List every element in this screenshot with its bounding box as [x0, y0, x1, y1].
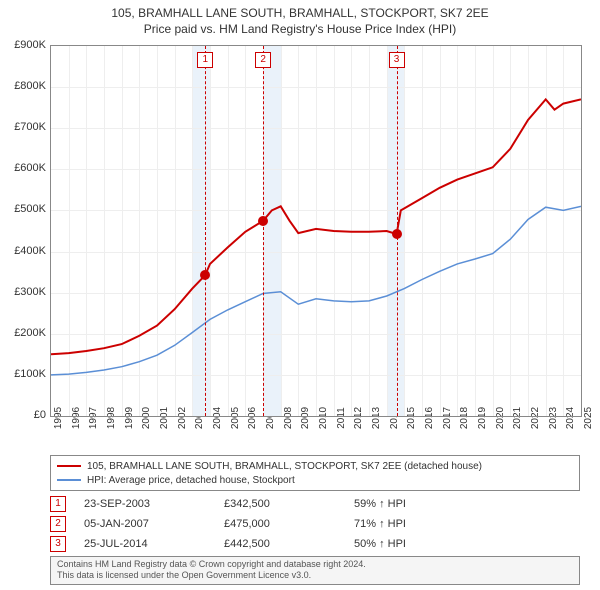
sale-marker-line [263, 46, 264, 416]
sale-row-hpi: 50% ↑ HPI [354, 538, 474, 550]
x-tick-label: 2025 [583, 407, 594, 429]
sale-row-hpi: 59% ↑ HPI [354, 498, 474, 510]
sale-row: 3 25-JUL-2014£442,50050% ↑ HPI [50, 534, 580, 554]
y-tick-label: £700K [2, 121, 46, 133]
sale-marker-dot [200, 270, 210, 280]
footer-line-2: This data is licensed under the Open Gov… [57, 570, 573, 581]
sale-row-date: 25-JUL-2014 [84, 538, 224, 550]
legend-swatch [57, 465, 81, 467]
y-tick-label: £300K [2, 286, 46, 298]
y-tick-label: £100K [2, 368, 46, 380]
sale-row-number: 1 [50, 496, 66, 512]
sale-row-price: £442,500 [224, 538, 354, 550]
sale-marker-line [205, 46, 206, 416]
legend-label: HPI: Average price, detached house, Stoc… [87, 475, 295, 486]
sale-row-hpi: 71% ↑ HPI [354, 518, 474, 530]
legend-item: HPI: Average price, detached house, Stoc… [57, 473, 573, 487]
y-tick-label: £0 [2, 409, 46, 421]
legend-swatch [57, 479, 81, 481]
sale-row-price: £342,500 [224, 498, 354, 510]
attribution-footer: Contains HM Land Registry data © Crown c… [50, 556, 580, 585]
sale-marker-number: 3 [389, 52, 405, 68]
sale-row: 2 05-JAN-2007£475,00071% ↑ HPI [50, 514, 580, 534]
sale-marker-dot [258, 216, 268, 226]
series-line [51, 206, 581, 375]
sale-row-price: £475,000 [224, 518, 354, 530]
sale-row-date: 23-SEP-2003 [84, 498, 224, 510]
chart-container: 105, BRAMHALL LANE SOUTH, BRAMHALL, STOC… [0, 0, 600, 590]
sale-row-number: 2 [50, 516, 66, 532]
y-tick-label: £600K [2, 162, 46, 174]
legend-item: 105, BRAMHALL LANE SOUTH, BRAMHALL, STOC… [57, 459, 573, 473]
plot-area: 1 2 3 [50, 45, 582, 417]
sales-table: 1 23-SEP-2003£342,50059% ↑ HPI 2 05-JAN-200… [50, 494, 580, 554]
y-tick-label: £900K [2, 39, 46, 51]
sale-marker-number: 2 [255, 52, 271, 68]
sale-row-date: 05-JAN-2007 [84, 518, 224, 530]
y-tick-label: £400K [2, 245, 46, 257]
sale-marker-dot [392, 229, 402, 239]
sale-marker-number: 1 [197, 52, 213, 68]
y-tick-label: £800K [2, 80, 46, 92]
chart-title-line2: Price paid vs. HM Land Registry's House … [0, 22, 600, 36]
legend: 105, BRAMHALL LANE SOUTH, BRAMHALL, STOC… [50, 455, 580, 491]
legend-label: 105, BRAMHALL LANE SOUTH, BRAMHALL, STOC… [87, 461, 482, 472]
y-tick-label: £500K [2, 203, 46, 215]
chart-title-line1: 105, BRAMHALL LANE SOUTH, BRAMHALL, STOC… [0, 0, 600, 22]
line-series-svg [51, 46, 581, 416]
footer-line-1: Contains HM Land Registry data © Crown c… [57, 559, 573, 570]
sale-row: 1 23-SEP-2003£342,50059% ↑ HPI [50, 494, 580, 514]
y-tick-label: £200K [2, 327, 46, 339]
series-line [51, 99, 581, 354]
sale-row-number: 3 [50, 536, 66, 552]
